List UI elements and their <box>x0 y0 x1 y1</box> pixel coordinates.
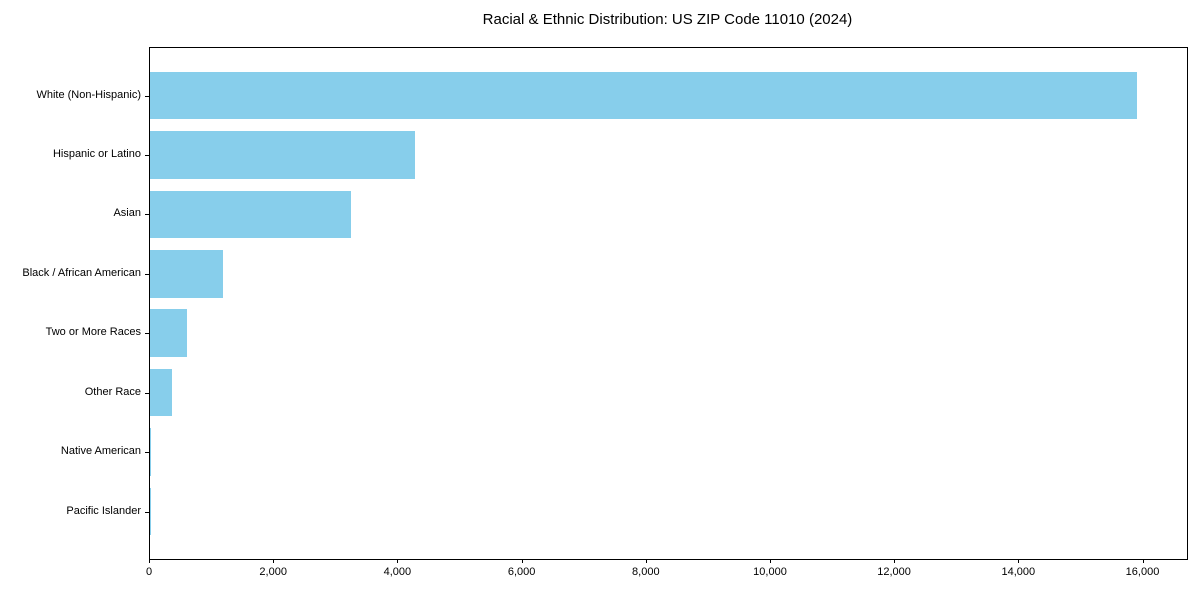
bar <box>150 428 151 476</box>
y-tick-mark <box>145 392 149 394</box>
y-tick-label: Pacific Islander <box>66 504 141 517</box>
y-tick-mark <box>145 155 149 156</box>
x-tick-label: 12,000 <box>877 566 911 578</box>
x-tick-mark <box>149 559 150 563</box>
bar <box>150 190 352 239</box>
plot-area <box>145 47 1188 560</box>
x-tick-label: 16,000 <box>1125 566 1160 578</box>
x-tick-mark <box>645 559 647 563</box>
x-tick-mark <box>1018 559 1020 563</box>
y-tick-mark <box>145 333 149 335</box>
x-axis: 0 2,000 4,000 6,000 8,000 10,000 12,000 14,000 1… <box>145 559 1186 599</box>
y-tick-label: Native American <box>60 445 141 457</box>
x-tick-mark <box>521 559 523 563</box>
x-tick-mark <box>770 559 771 563</box>
bar <box>150 368 172 417</box>
y-tick-label: Two or More Races <box>45 326 141 339</box>
y-tick-label: Black / African American <box>22 266 141 279</box>
chart-title: Racial & Ethnic Distribution: US ZIP Cod… <box>482 11 853 28</box>
bar <box>150 131 416 179</box>
y-tick-mark <box>145 452 149 453</box>
x-tick-mark <box>273 559 275 563</box>
x-tick-label: 14,000 <box>1001 566 1036 578</box>
y-tick-label: Asian <box>113 207 141 220</box>
x-tick-label: 6,000 <box>507 566 536 578</box>
x-tick-label: 8,000 <box>632 566 660 578</box>
bar <box>150 309 188 357</box>
y-tick-mark <box>145 511 149 513</box>
x-tick-label: 2,000 <box>259 566 287 578</box>
x-tick-mark <box>894 559 896 563</box>
y-tick-mark <box>145 95 149 97</box>
y-tick-label: White (Non-Hispanic) <box>36 88 141 101</box>
y-tick-mark <box>145 273 149 275</box>
y-tick-mark <box>145 214 149 216</box>
x-tick-mark <box>397 559 399 563</box>
bar <box>150 250 224 298</box>
x-tick-label: 10,000 <box>753 566 787 578</box>
y-tick-label: Other Race <box>84 385 141 398</box>
bar <box>150 71 1137 120</box>
x-tick-label: 4,000 <box>383 566 412 578</box>
x-tick-mark <box>1142 559 1144 563</box>
x-tick-label: 0 <box>145 566 153 578</box>
y-tick-label: Hispanic or Latino <box>52 148 141 160</box>
y-axis: White (Non-Hispanic) Hispanic or Latino As… <box>0 47 141 558</box>
